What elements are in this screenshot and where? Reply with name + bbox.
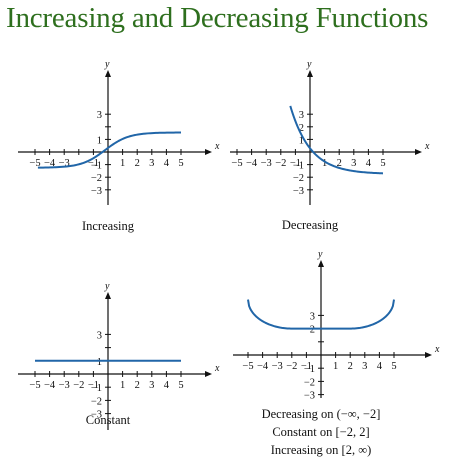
x-axis-name: x bbox=[214, 141, 220, 152]
x-tick-label: −5 bbox=[29, 380, 40, 391]
x-tick-label: 5 bbox=[178, 380, 183, 391]
x-tick-label: −1 bbox=[88, 158, 99, 169]
x-tick-label: 3 bbox=[149, 158, 154, 169]
y-tick-label: 2 bbox=[299, 123, 304, 134]
y-tick-label: −3 bbox=[304, 391, 315, 402]
x-tick-label: −4 bbox=[257, 361, 269, 372]
x-axis-name: x bbox=[434, 344, 440, 355]
y-axis-name: y bbox=[104, 281, 110, 292]
function-curve bbox=[247, 299, 395, 330]
x-tick-label: 5 bbox=[380, 158, 385, 169]
y-tick-label: 3 bbox=[310, 311, 315, 322]
x-axis-arrowhead bbox=[415, 149, 422, 155]
graph-caption: Decreasing bbox=[282, 218, 339, 232]
y-tick-label: 1 bbox=[299, 135, 304, 146]
x-tick-label: −2 bbox=[275, 158, 286, 169]
x-axis-arrowhead bbox=[205, 371, 212, 377]
x-tick-label: 2 bbox=[337, 158, 342, 169]
x-tick-label: 3 bbox=[362, 361, 367, 372]
x-axis-name: x bbox=[214, 363, 220, 374]
x-tick-label: 4 bbox=[164, 158, 170, 169]
y-tick-label: 1 bbox=[97, 135, 102, 146]
y-axis-name: y bbox=[306, 59, 312, 70]
x-tick-label: 2 bbox=[348, 361, 353, 372]
x-tick-label: 5 bbox=[178, 158, 183, 169]
y-tick-label: 3 bbox=[299, 110, 304, 121]
x-tick-label: 1 bbox=[120, 158, 125, 169]
x-axis-arrowhead bbox=[425, 352, 432, 358]
x-tick-label: 4 bbox=[377, 361, 383, 372]
graph-caption: Constant bbox=[86, 413, 131, 427]
y-tick-label: −2 bbox=[304, 377, 315, 388]
y-tick-label: 3 bbox=[97, 110, 102, 121]
y-tick-label: −1 bbox=[91, 383, 102, 394]
x-tick-label: −5 bbox=[231, 158, 242, 169]
x-tick-label: −5 bbox=[29, 158, 40, 169]
page-title: Increasing and Decreasing Functions bbox=[6, 2, 429, 34]
x-axis-name: x bbox=[424, 141, 430, 152]
graph-caption: Increasing on [2, ∞) bbox=[271, 443, 372, 457]
x-tick-label: 2 bbox=[135, 380, 140, 391]
y-axis-arrowhead bbox=[318, 260, 324, 267]
x-tick-label: −3 bbox=[261, 158, 272, 169]
x-tick-label: −3 bbox=[59, 158, 70, 169]
y-axis-arrowhead bbox=[307, 70, 313, 77]
graph-caption: Decreasing on (−∞, −2] bbox=[262, 407, 381, 421]
x-tick-label: −4 bbox=[246, 158, 258, 169]
x-tick-label: 4 bbox=[366, 158, 372, 169]
y-axis-name: y bbox=[317, 249, 323, 260]
x-tick-label: 5 bbox=[391, 361, 396, 372]
x-tick-label: −3 bbox=[272, 361, 283, 372]
y-axis-arrowhead bbox=[105, 292, 111, 299]
y-axis-name: y bbox=[104, 59, 110, 70]
y-tick-label: −3 bbox=[91, 186, 102, 197]
y-tick-label: 2 bbox=[310, 325, 315, 336]
y-tick-label: −1 bbox=[91, 161, 102, 172]
y-tick-label: −2 bbox=[91, 396, 102, 407]
graph-caption: Increasing bbox=[82, 219, 135, 233]
x-tick-label: 4 bbox=[164, 380, 170, 391]
graph-caption: Constant on [−2, 2] bbox=[272, 425, 369, 439]
x-tick-label: −1 bbox=[290, 158, 301, 169]
x-tick-label: −4 bbox=[44, 158, 56, 169]
x-tick-label: −3 bbox=[59, 380, 70, 391]
y-tick-label: −1 bbox=[304, 364, 315, 375]
x-tick-label: −4 bbox=[44, 380, 56, 391]
x-tick-label: 3 bbox=[149, 380, 154, 391]
x-tick-label: −5 bbox=[242, 361, 253, 372]
x-tick-label: 1 bbox=[333, 361, 338, 372]
x-axis-arrowhead bbox=[205, 149, 212, 155]
x-tick-label: −2 bbox=[73, 380, 84, 391]
y-tick-label: −3 bbox=[293, 186, 304, 197]
function-curve bbox=[289, 105, 384, 175]
function-curve bbox=[37, 131, 181, 169]
y-tick-label: −2 bbox=[293, 173, 304, 184]
y-tick-label: −1 bbox=[293, 161, 304, 172]
y-tick-label: 1 bbox=[97, 357, 102, 368]
y-tick-label: 3 bbox=[97, 330, 102, 341]
y-tick-label: −2 bbox=[91, 173, 102, 184]
x-tick-label: 2 bbox=[135, 158, 140, 169]
x-tick-label: −1 bbox=[301, 361, 312, 372]
x-tick-label: 3 bbox=[351, 158, 356, 169]
x-tick-label: 1 bbox=[120, 380, 125, 391]
y-axis-arrowhead bbox=[105, 70, 111, 77]
x-tick-label: −1 bbox=[88, 380, 99, 391]
y-tick-label: −3 bbox=[91, 410, 102, 421]
x-tick-label: −2 bbox=[286, 361, 297, 372]
x-tick-label: 1 bbox=[322, 158, 327, 169]
